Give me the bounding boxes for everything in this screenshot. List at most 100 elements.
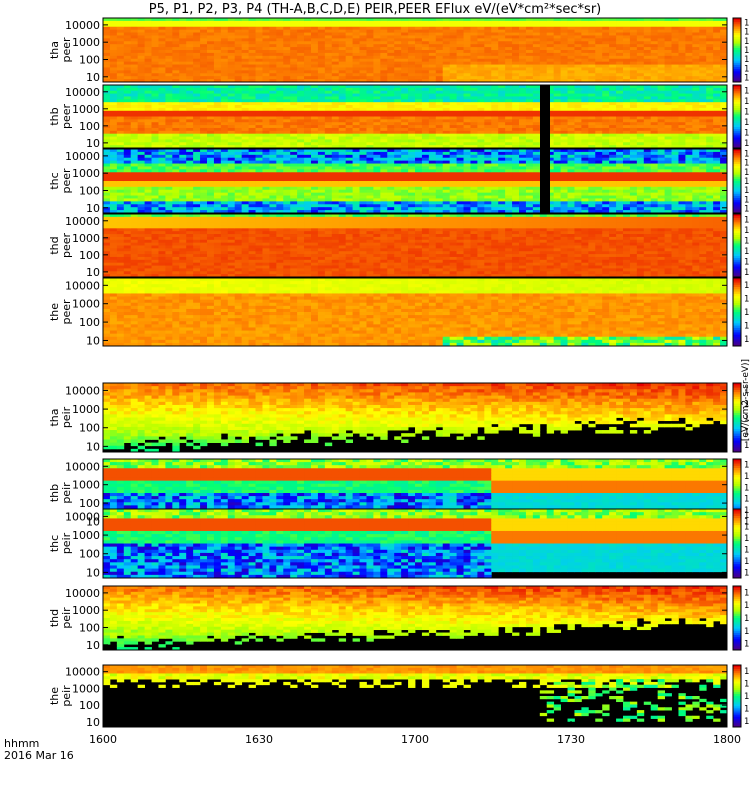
spectrogram-cell <box>227 47 236 51</box>
spectrogram-cell <box>553 18 561 22</box>
spectrogram-cell <box>269 149 277 153</box>
spectrogram-cell <box>505 93 513 97</box>
spectrogram-cell <box>338 76 347 80</box>
spectrogram-cell <box>165 61 173 65</box>
spectrogram-cell <box>650 130 659 135</box>
spectrogram-cell <box>581 55 589 60</box>
spectrogram-cell <box>671 110 679 115</box>
spectrogram-cell <box>213 183 222 188</box>
spectrogram-cell <box>484 44 492 48</box>
spectrogram-cell <box>227 64 236 68</box>
spectrogram-cell <box>338 192 347 196</box>
spectrogram-cell <box>207 169 215 173</box>
spectrogram-cell <box>213 93 222 97</box>
spectrogram-cell <box>338 90 347 94</box>
spectrogram-cell <box>539 52 548 57</box>
spectrogram-cell <box>311 47 319 51</box>
spectrogram-cell <box>116 186 125 191</box>
spectrogram-cell <box>144 20 152 25</box>
spectrogram-cell <box>512 26 520 31</box>
spectrogram-cell <box>678 50 686 54</box>
spectrogram-cell <box>331 133 340 137</box>
spectrogram-cell <box>200 142 208 146</box>
spectrogram-cell <box>643 139 652 143</box>
spectrogram-cell <box>525 61 534 65</box>
spectrogram-cell <box>616 90 624 94</box>
spectrogram-cell <box>359 20 367 25</box>
spectrogram-cell <box>172 160 180 164</box>
spectrogram-cell <box>623 61 631 65</box>
spectrogram-cell <box>394 110 402 115</box>
spectrogram-cell <box>220 119 229 123</box>
spectrogram-cell <box>324 55 333 60</box>
spectrogram-cell <box>207 201 215 205</box>
spectrogram-cell <box>158 18 166 22</box>
spectrogram-cell <box>505 110 513 115</box>
spectrogram-cell <box>193 157 201 162</box>
spectrogram-cell <box>657 90 665 94</box>
spectrogram-cell <box>539 18 548 22</box>
spectrogram-cell <box>546 133 555 137</box>
spectrogram-cell <box>207 47 215 51</box>
spectrogram-cell <box>421 130 430 135</box>
spectrogram-cell <box>345 52 353 57</box>
spectrogram-cell <box>255 172 263 176</box>
colorbar-step <box>733 93 741 96</box>
spectrogram-cell <box>553 44 561 48</box>
spectrogram-cell <box>193 183 201 188</box>
spectrogram-cell <box>220 50 229 54</box>
spectrogram-cell <box>116 41 125 45</box>
spectrogram-cell <box>519 139 527 143</box>
spectrogram-cell <box>387 55 395 60</box>
spectrogram-cell <box>546 29 555 33</box>
spectrogram-cell <box>456 50 464 54</box>
spectrogram-cell <box>629 105 638 109</box>
spectrogram-cell <box>519 38 527 42</box>
spectrogram-cell <box>664 64 672 68</box>
spectrogram-cell <box>629 125 638 129</box>
spectrogram-cell <box>498 29 506 33</box>
spectrogram-cell <box>304 61 312 65</box>
spectrogram-cell <box>512 67 520 71</box>
spectrogram-cell <box>623 58 631 63</box>
spectrogram-cell <box>588 122 596 126</box>
spectrogram-cell <box>581 23 589 28</box>
spectrogram-cell <box>553 133 561 137</box>
spectrogram-cell <box>671 85 679 89</box>
spectrogram-cell <box>179 157 187 162</box>
spectrogram-cell <box>317 107 326 112</box>
spectrogram-cell <box>408 50 416 54</box>
spectrogram-cell <box>207 145 215 149</box>
spectrogram-cell <box>685 29 693 33</box>
spectrogram-cell <box>165 136 173 140</box>
spectrogram-cell <box>435 52 444 57</box>
spectrogram-cell <box>338 125 347 129</box>
spectrogram-cell <box>352 119 360 123</box>
spectrogram-cell <box>463 67 471 71</box>
spectrogram-cell <box>643 41 652 45</box>
spectrogram-cell <box>331 116 340 120</box>
spectrogram-cell <box>248 64 256 68</box>
spectrogram-cell <box>484 32 492 36</box>
spectrogram-cell <box>179 67 187 71</box>
spectrogram-cell <box>179 154 187 159</box>
spectrogram-cell <box>602 35 610 39</box>
spectrogram-cell <box>345 172 353 176</box>
spectrogram-cell <box>678 29 686 33</box>
spectrogram-cell <box>692 67 700 71</box>
spectrogram-cell <box>685 87 693 92</box>
spectrogram-cell <box>193 29 201 33</box>
spectrogram-cell <box>359 35 367 39</box>
spectrogram-cell <box>151 64 159 68</box>
spectrogram-cell <box>269 204 277 208</box>
spectrogram-cell <box>525 18 534 22</box>
spectrogram-cell <box>248 166 256 170</box>
spectrogram-cell <box>213 58 222 63</box>
spectrogram-cell <box>581 26 589 31</box>
spectrogram-cell <box>276 192 284 196</box>
spectrogram-cell <box>304 195 312 199</box>
spectrogram-cell <box>137 96 145 100</box>
spectrogram-cell <box>103 136 111 140</box>
spectrogram-cell <box>588 18 596 22</box>
spectrogram-cell <box>588 119 596 123</box>
